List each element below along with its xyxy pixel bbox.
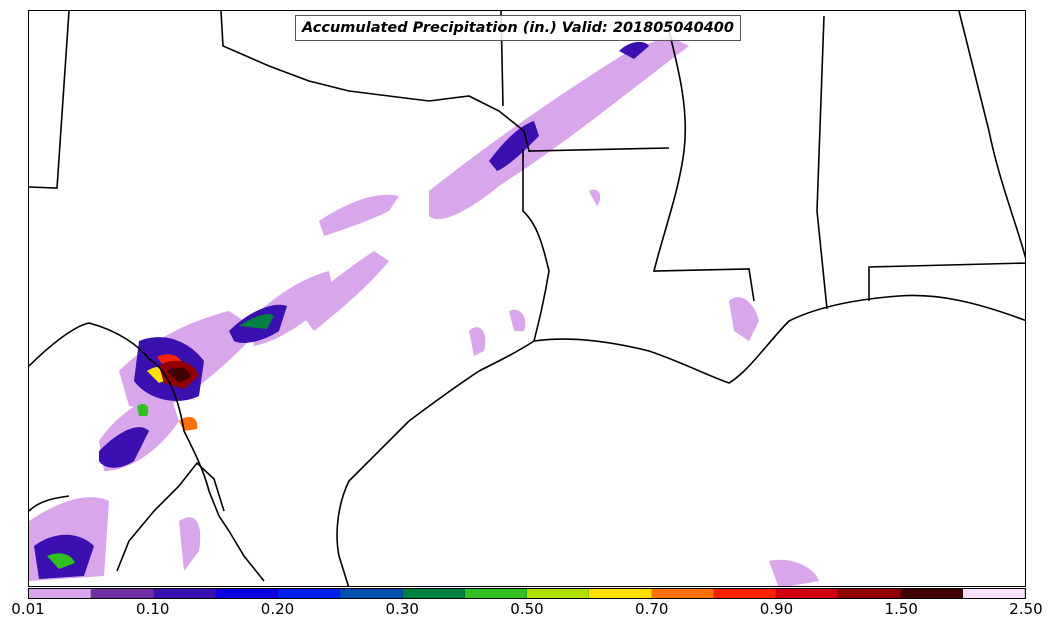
colorbar-segment [215, 589, 278, 598]
colorbar-tick-label: 2.50 [1009, 600, 1043, 618]
colorbar-segment [402, 589, 465, 598]
boundary-lines [29, 11, 1025, 586]
colorbar-tick-label: 0.20 [260, 600, 295, 618]
colorbar-segment [713, 589, 776, 598]
colorbar-tick-label: 0.10 [136, 600, 170, 618]
precip-moderate-areas [34, 41, 649, 579]
precip-light-areas [29, 36, 819, 586]
map-title-text: Accumulated Precipitation (in.) Valid: 2… [302, 20, 734, 36]
colorbar-tick-label: 0.90 [759, 600, 794, 618]
colorbar-tick-label: 0.01 [11, 600, 45, 618]
colorbar-segment [29, 589, 92, 598]
colorbar-segment [527, 589, 590, 598]
colorbar-segment [464, 589, 527, 598]
colorbar-segment [962, 589, 1025, 598]
colorbar-tick-label: 1.50 [884, 600, 918, 618]
colorbar-segment [91, 589, 154, 598]
precipitation-map [28, 10, 1026, 587]
colorbar-segment [900, 589, 963, 598]
colorbar-segment [651, 589, 714, 598]
colorbar-segment [838, 589, 901, 598]
colorbar-segment [589, 589, 652, 598]
colorbar-tick-label: 0.30 [385, 600, 419, 618]
map-canvas [29, 11, 1025, 586]
colorbar-tick-label: 0.50 [510, 600, 544, 618]
colorbar-segment [153, 589, 216, 598]
colorbar-segment [278, 589, 341, 598]
colorbar-segment [776, 589, 839, 598]
colorbar [28, 588, 1026, 599]
map-title: Accumulated Precipitation (in.) Valid: 2… [295, 15, 741, 41]
colorbar-ticks: 0.01 0.10 0.20 0.30 0.50 0.70 0.90 1.50 2.50 [11, 600, 1042, 625]
colorbar-tick-label: 0.70 [635, 600, 669, 618]
colorbar-segment [340, 589, 403, 598]
